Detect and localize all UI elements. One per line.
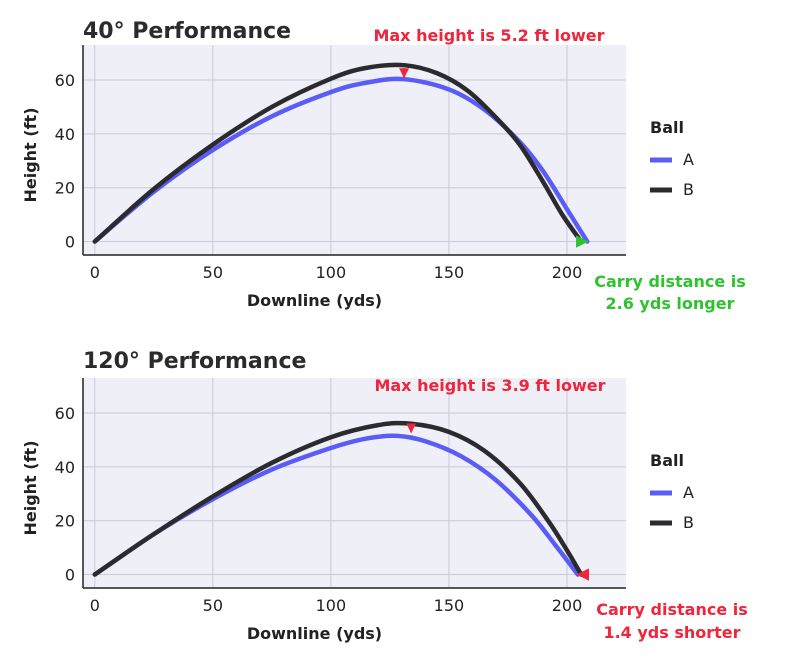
chart-panel-2: 120° Performance 0 50 100 150 200 0 20 40 60 Downl… bbox=[21, 349, 748, 643]
y-tick-label: 0 bbox=[65, 566, 75, 585]
x-tick-label: 150 bbox=[434, 596, 465, 615]
legend-label-a: A bbox=[683, 150, 694, 169]
legend-label-a: A bbox=[683, 483, 694, 502]
legend-label-b: B bbox=[683, 513, 694, 532]
series-line-a bbox=[92, 76, 590, 244]
x-axis-label: Downline (yds) bbox=[247, 291, 382, 310]
carry-annotation-line1: Carry distance is bbox=[596, 600, 748, 619]
legend-label-b: B bbox=[683, 180, 694, 199]
x-axis-label: Downline (yds) bbox=[247, 624, 382, 643]
x-tick-label: 200 bbox=[552, 263, 583, 282]
x-tick-label: 100 bbox=[316, 596, 347, 615]
y-tick-label: 40 bbox=[55, 125, 75, 144]
y-axis-label: Height (ft) bbox=[21, 440, 40, 535]
legend-title: Ball bbox=[650, 451, 684, 470]
y-axis-label: Height (ft) bbox=[21, 107, 40, 202]
y-tick-label: 0 bbox=[65, 233, 75, 252]
x-tick-label: 0 bbox=[90, 263, 100, 282]
x-tick-label: 50 bbox=[203, 263, 223, 282]
plot-area bbox=[83, 45, 626, 255]
plot-area bbox=[83, 378, 626, 588]
y-tick-label: 20 bbox=[55, 512, 75, 531]
carry-annotation-line1: Carry distance is bbox=[594, 272, 746, 291]
x-tick-label: 200 bbox=[552, 596, 583, 615]
x-tick-label: 50 bbox=[203, 596, 223, 615]
carry-annotation-line2: 1.4 yds shorter bbox=[603, 623, 740, 642]
y-tick-label: 20 bbox=[55, 179, 75, 198]
y-tick-label: 60 bbox=[55, 71, 75, 90]
max-height-annotation: Max height is 3.9 ft lower bbox=[374, 376, 605, 395]
legend-title: Ball bbox=[650, 118, 684, 137]
chart-title: 40° Performance bbox=[83, 19, 291, 44]
y-tick-label: 40 bbox=[55, 458, 75, 477]
x-tick-label: 0 bbox=[90, 596, 100, 615]
x-tick-label: 100 bbox=[316, 263, 347, 282]
chart-panel-1: 40° Performance 0 50 100 150 200 0 20 40 60 Downli… bbox=[21, 19, 746, 313]
x-tick-label: 150 bbox=[434, 263, 465, 282]
series-line-b bbox=[92, 62, 584, 244]
max-height-annotation: Max height is 5.2 ft lower bbox=[373, 26, 604, 45]
carry-annotation-line2: 2.6 yds longer bbox=[606, 294, 735, 313]
chart-title: 120° Performance bbox=[83, 349, 306, 374]
y-tick-label: 60 bbox=[55, 404, 75, 423]
